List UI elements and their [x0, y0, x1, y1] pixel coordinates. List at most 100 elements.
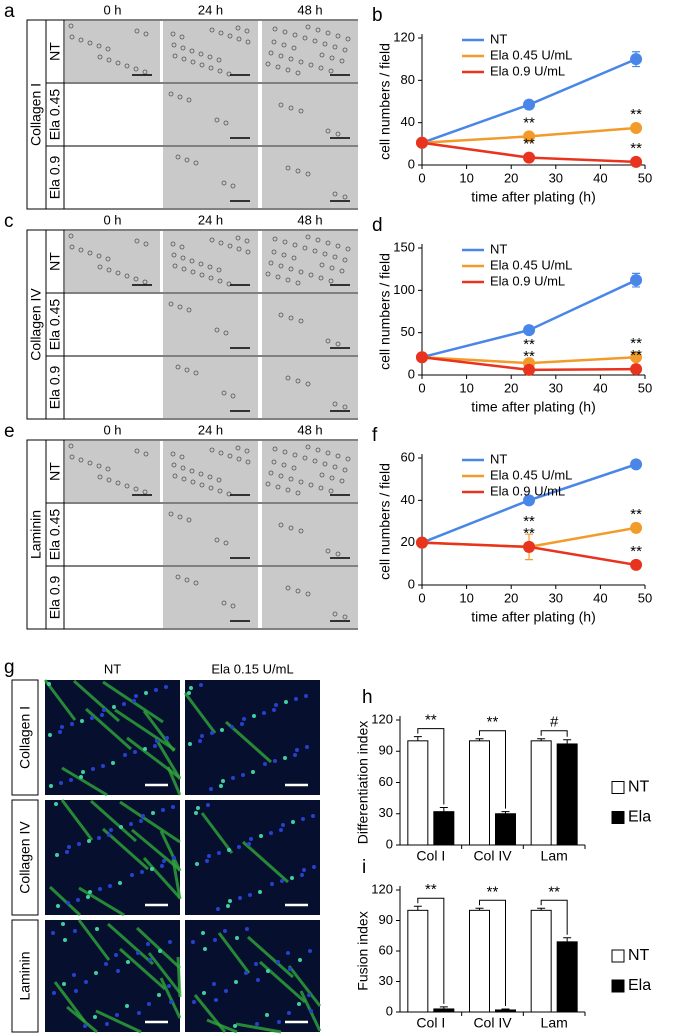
nucleus: [240, 722, 244, 726]
myotube: [235, 1022, 282, 1034]
cell: [68, 23, 74, 29]
nucleus: [86, 895, 90, 899]
nucleus: [126, 960, 130, 964]
micrograph: [262, 84, 358, 145]
nucleus: [203, 947, 207, 951]
cell: [278, 473, 284, 479]
cell: [235, 235, 241, 241]
cell: [134, 28, 140, 34]
cell: [268, 470, 274, 476]
nucleus: [104, 962, 108, 966]
cell: [172, 473, 178, 479]
bar: [469, 909, 490, 1013]
legend-label: NT: [490, 31, 507, 46]
myotube: [183, 692, 217, 734]
nucleus: [205, 859, 209, 863]
cell: [345, 246, 351, 252]
row-label: NT: [47, 462, 63, 481]
micrograph: [163, 357, 258, 418]
nucleus: [309, 1009, 313, 1013]
cell: [285, 165, 291, 171]
cell: [78, 37, 84, 43]
x-axis-label: time after plating (h): [471, 189, 596, 205]
nucleus: [223, 929, 227, 933]
cell: [227, 453, 233, 459]
cell: [180, 45, 186, 51]
significance-bracket: [540, 899, 568, 935]
myotube: [107, 922, 154, 966]
point: [630, 53, 643, 66]
cell: [335, 131, 341, 137]
point: [630, 155, 643, 168]
micrograph: [163, 147, 258, 208]
row-label: NT: [47, 252, 63, 271]
cell: [288, 476, 294, 482]
nucleus: [270, 882, 274, 886]
legend-label: Ela 0.45 U/mL: [490, 257, 572, 272]
cell: [199, 272, 205, 278]
cell: [302, 245, 308, 251]
micrograph: [65, 294, 160, 355]
y-tick-label: 20: [401, 534, 415, 549]
cell: [332, 254, 338, 260]
micrograph: [163, 84, 258, 145]
nucleus: [241, 773, 245, 777]
cell: [335, 453, 341, 459]
cell: [142, 69, 148, 75]
cell: [345, 456, 351, 462]
nucleus: [160, 864, 164, 868]
nucleus: [161, 808, 165, 812]
nucleus: [252, 714, 256, 718]
error-bar: [413, 905, 422, 911]
nucleus: [192, 1000, 196, 1004]
row-label: Ela 0.45: [47, 299, 63, 351]
bar: [530, 909, 552, 1013]
micrograph: [262, 147, 358, 208]
column-header: 24 h: [198, 422, 223, 437]
cell: [272, 446, 278, 452]
nucleus: [302, 868, 306, 872]
cell: [332, 191, 338, 197]
cell: [208, 65, 214, 71]
cell: [170, 31, 176, 37]
nucleus: [63, 938, 67, 942]
cell: [217, 488, 223, 494]
cell: [342, 467, 348, 473]
column-header: 0 h: [103, 422, 121, 437]
nucleus: [295, 748, 299, 752]
nucleus: [202, 991, 206, 995]
myotube: [200, 812, 234, 854]
nucleus: [273, 759, 277, 763]
x-tick-label: Col IV: [473, 848, 512, 864]
nucleus: [276, 960, 280, 964]
nucleus: [61, 922, 65, 926]
cell: [106, 267, 112, 273]
myotube: [176, 956, 182, 998]
cell: [216, 57, 222, 63]
nucleus: [290, 876, 294, 880]
cell: [177, 514, 183, 520]
significance-bracket: [540, 730, 568, 737]
cell: [288, 105, 294, 111]
nucleus: [143, 747, 147, 751]
cell: [78, 247, 84, 253]
cell: [265, 61, 271, 67]
cell: [305, 591, 311, 597]
nucleus: [300, 873, 304, 877]
cell: [278, 522, 284, 528]
point: [523, 151, 536, 164]
row-label-box: [11, 799, 39, 916]
column-header: NT: [104, 661, 121, 676]
cell: [142, 279, 148, 285]
micrograph: [262, 294, 358, 355]
nucleus: [90, 716, 94, 720]
cell: [332, 44, 338, 50]
nucleus: [291, 820, 295, 824]
nucleus: [198, 739, 202, 743]
nucleus: [108, 884, 112, 888]
cell: [143, 451, 149, 457]
nucleus: [248, 893, 252, 897]
cell: [298, 479, 304, 485]
cell: [198, 261, 204, 267]
y-axis-label: cell numbers / field: [377, 253, 393, 370]
